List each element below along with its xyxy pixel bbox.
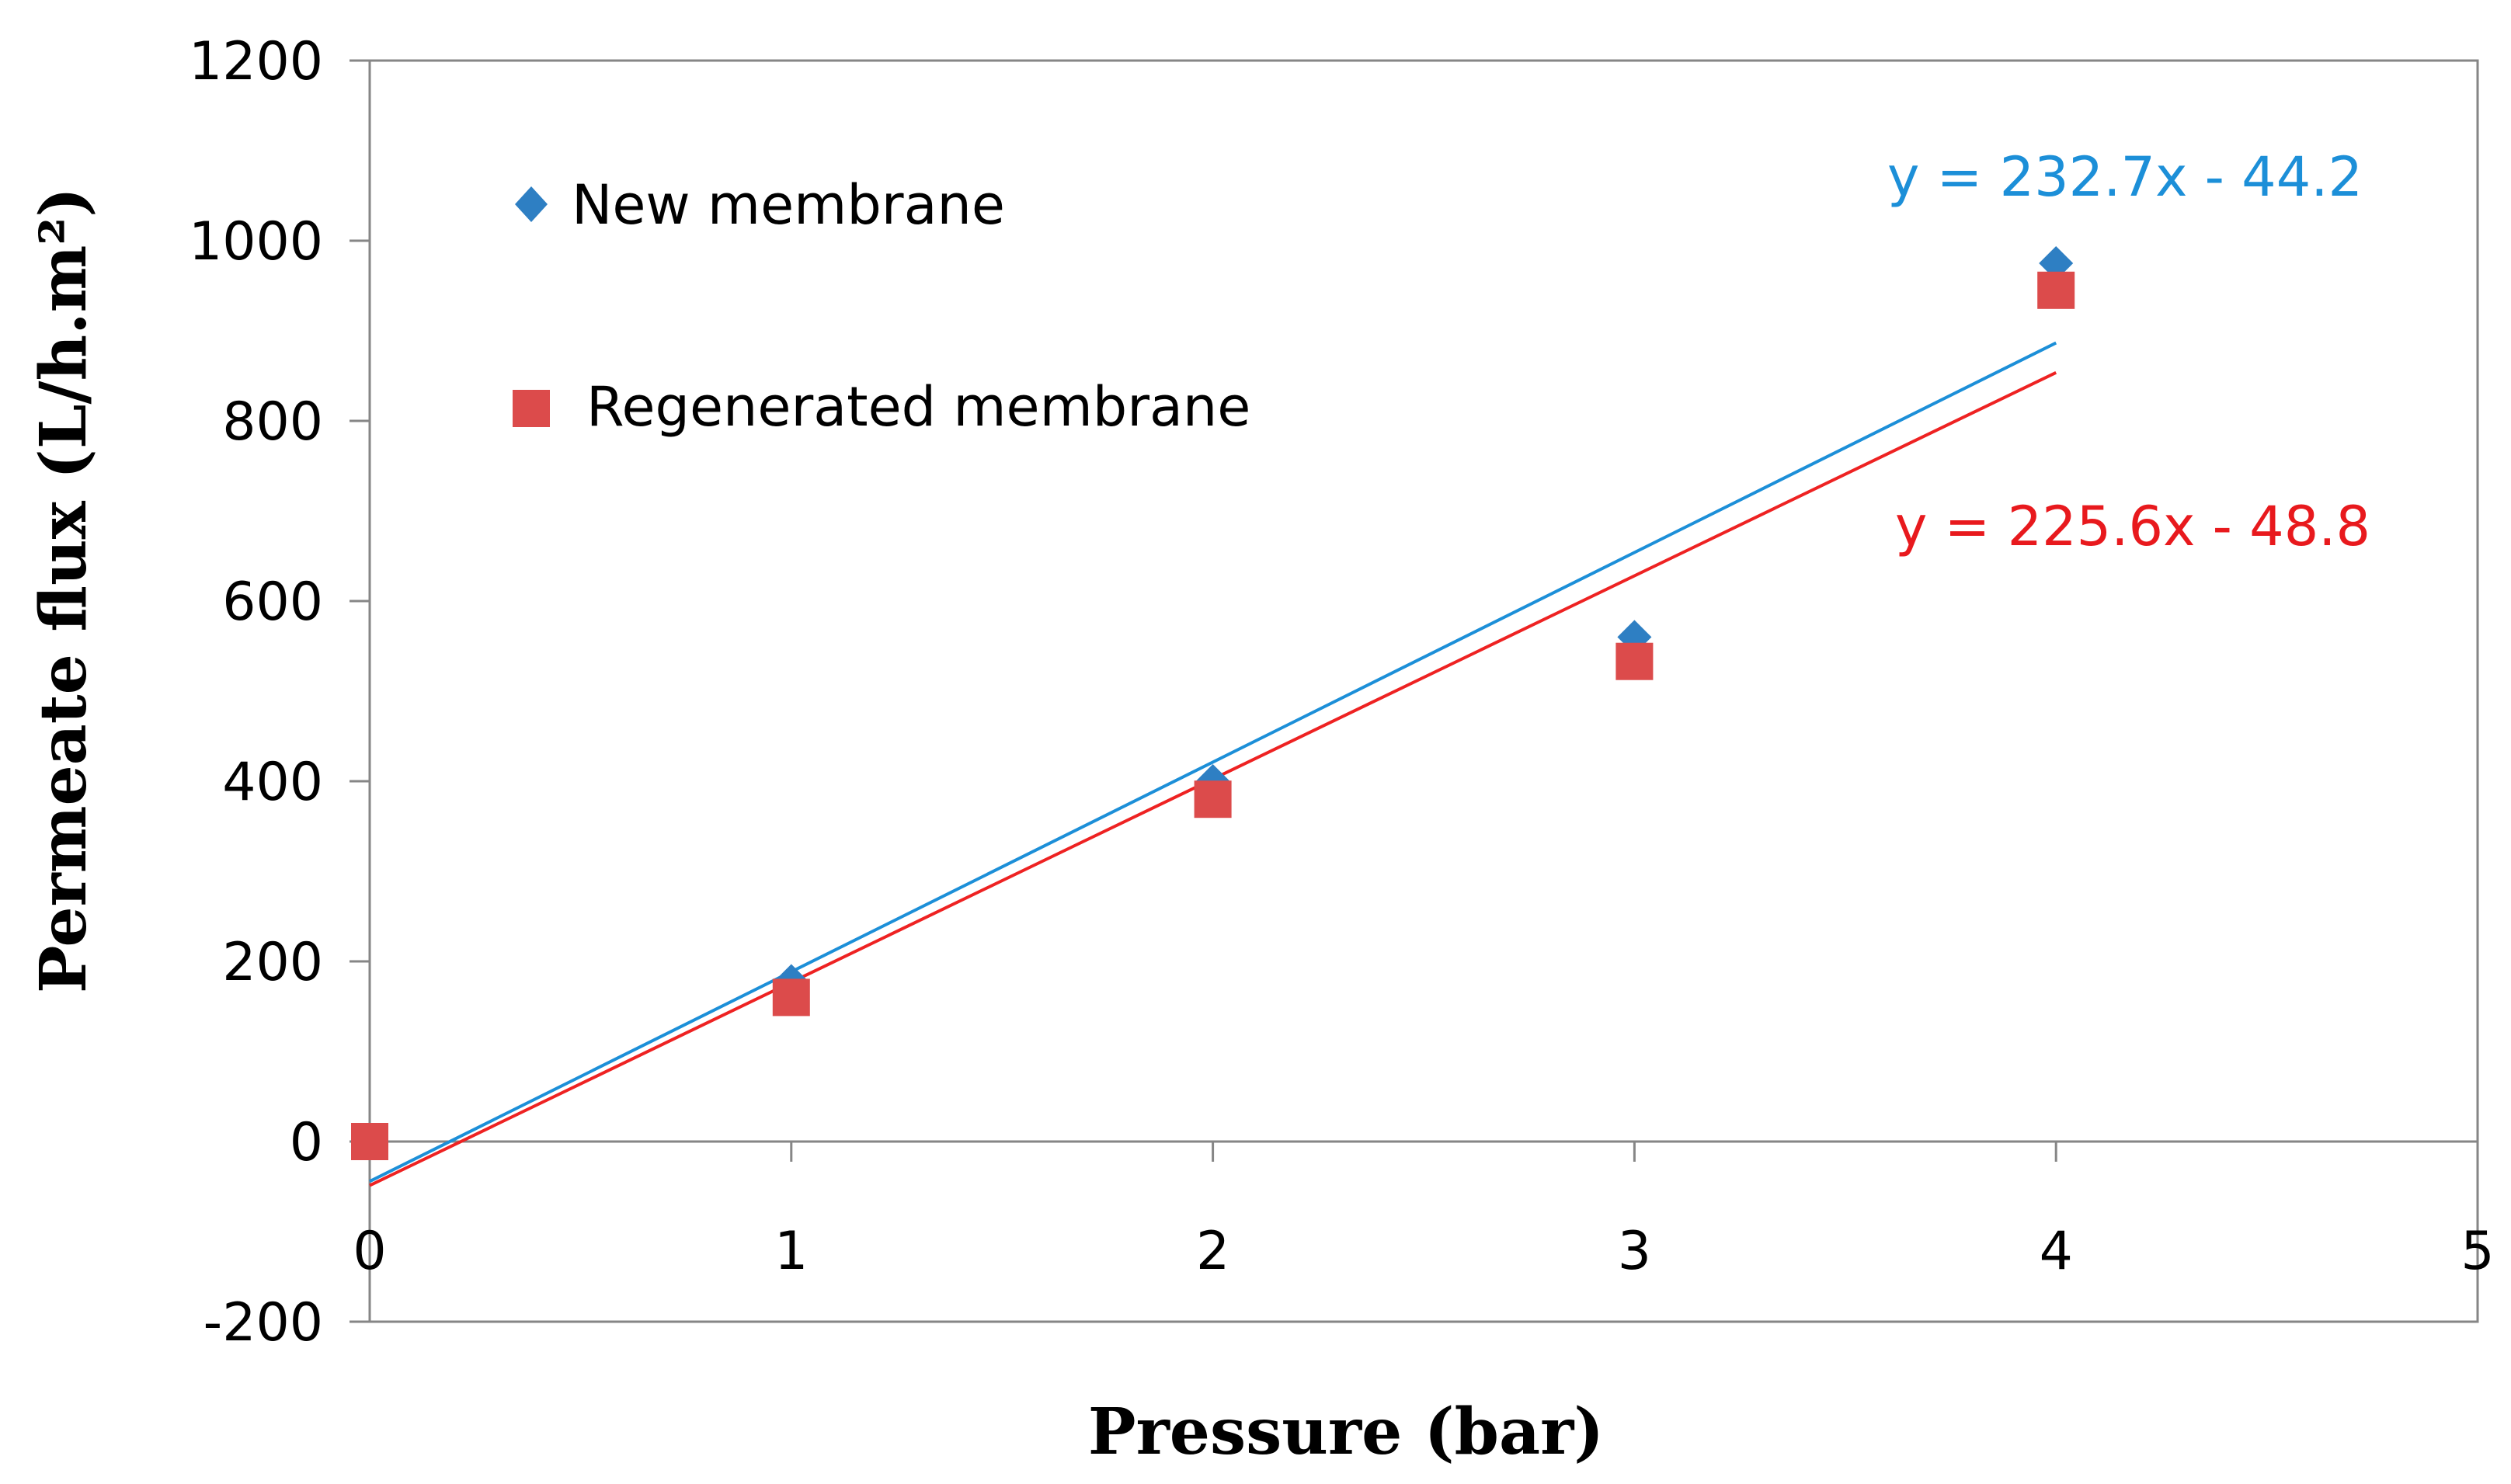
point-regenerated-membrane: [772, 978, 810, 1017]
y-tick-label: 1000: [189, 211, 323, 273]
legend-label-new-membrane: New membrane: [572, 173, 1005, 237]
point-regenerated-membrane: [1194, 780, 1232, 818]
x-tick-label: 5: [2461, 1221, 2494, 1282]
plot-area-border: [368, 59, 2479, 1323]
y-tick-label: 200: [222, 932, 323, 993]
y-tick-label: 600: [222, 572, 323, 633]
y-tick-label: -200: [203, 1292, 323, 1354]
legend-marker-new-membrane: [515, 186, 548, 222]
legend-label-regenerated-membrane: Regenerated membrane: [586, 375, 1250, 439]
equation-regenerated-membrane: y = 225.6x - 48.8: [1895, 495, 2370, 558]
legend: New membrane Regenerated membrane: [513, 173, 1250, 439]
y-axis-title: Permeate flux (L/h.m²): [26, 187, 101, 993]
x-tick-label: 4: [2040, 1221, 2073, 1282]
y-tick-label: 1200: [189, 31, 323, 92]
x-tick-label: 0: [353, 1221, 386, 1282]
trendline-new-membrane: [369, 341, 2057, 1183]
point-regenerated-membrane: [1615, 642, 1654, 680]
x-axis-title: Pressure (bar): [1088, 1395, 1604, 1469]
tick-labels: -200 0 200 400 600 800 1000 1200 0 1 2 3 4 5: [189, 31, 2495, 1354]
y-tick-label: 400: [222, 752, 323, 813]
point-regenerated-membrane: [2037, 271, 2075, 309]
data-points: [351, 246, 2075, 1160]
x-tick-label: 3: [1618, 1221, 1651, 1282]
x-tick-label: 1: [774, 1221, 808, 1282]
y-tick-label: 800: [222, 391, 323, 453]
y-tick-label: 0: [290, 1112, 323, 1173]
axes: [350, 59, 2479, 1323]
equation-new-membrane: y = 232.7x - 44.2: [1887, 145, 2363, 209]
x-tick-label: 2: [1196, 1221, 1229, 1282]
point-regenerated-membrane: [351, 1123, 388, 1160]
legend-marker-regenerated-membrane: [513, 390, 550, 427]
